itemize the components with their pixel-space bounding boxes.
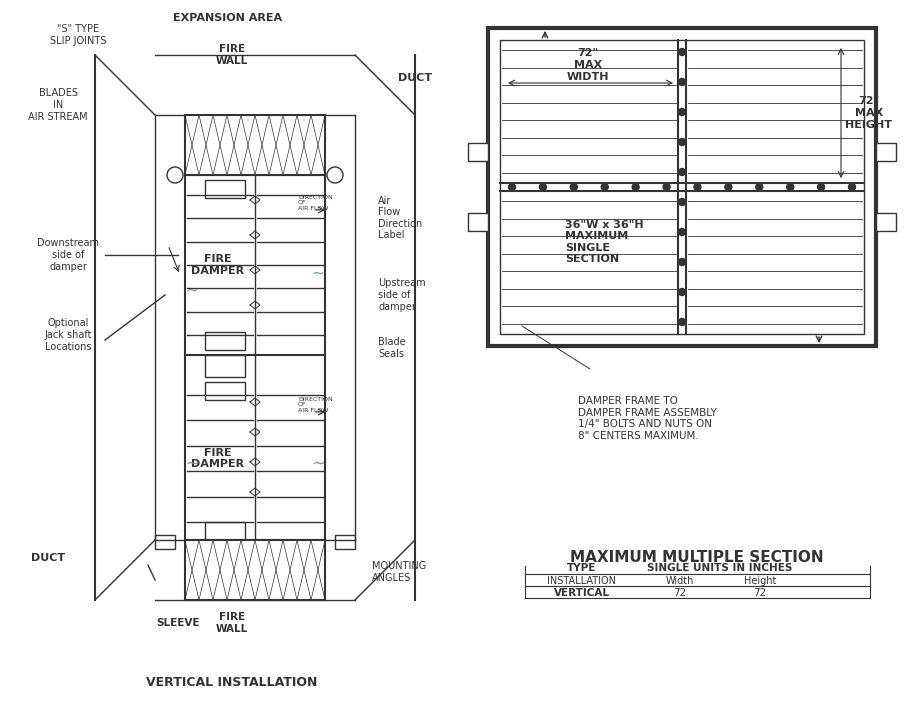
Bar <box>205 332 245 350</box>
Bar <box>205 522 245 540</box>
Circle shape <box>756 183 762 190</box>
Text: Blade
Seals: Blade Seals <box>378 337 405 359</box>
Bar <box>205 382 245 400</box>
Circle shape <box>848 183 855 190</box>
Circle shape <box>509 183 516 190</box>
Circle shape <box>787 183 793 190</box>
Bar <box>468 143 488 161</box>
Text: FIRE
WALL: FIRE WALL <box>215 44 248 66</box>
Text: MOUNTING
ANGLES: MOUNTING ANGLES <box>372 561 426 583</box>
Text: "S" TYPE
SLIP JOINTS: "S" TYPE SLIP JOINTS <box>50 24 106 46</box>
Circle shape <box>663 183 670 190</box>
Circle shape <box>602 183 608 190</box>
Bar <box>155 535 175 549</box>
Circle shape <box>678 198 686 205</box>
Text: VERTICAL INSTALLATION: VERTICAL INSTALLATION <box>146 677 318 689</box>
Circle shape <box>678 289 686 295</box>
Text: DIRECTION
OF
AIR FLOW: DIRECTION OF AIR FLOW <box>298 396 332 414</box>
Bar <box>468 213 488 231</box>
Circle shape <box>571 183 577 190</box>
Text: TYPE: TYPE <box>567 563 597 573</box>
Bar <box>488 28 876 346</box>
Circle shape <box>678 78 686 86</box>
Circle shape <box>678 138 686 145</box>
Circle shape <box>678 108 686 116</box>
Bar <box>876 143 896 161</box>
Bar <box>335 535 355 549</box>
Text: FIRE
DAMPER: FIRE DAMPER <box>192 255 245 276</box>
Circle shape <box>678 228 686 235</box>
Text: Air
Flow
Direction
Label: Air Flow Direction Label <box>378 195 422 240</box>
Text: SLEEVE: SLEEVE <box>156 618 200 628</box>
Text: Downstream
side of
damper: Downstream side of damper <box>37 238 99 272</box>
Circle shape <box>678 48 686 56</box>
Text: FIRE
WALL: FIRE WALL <box>215 612 248 634</box>
Text: DIRECTION
OF
AIR FLOW: DIRECTION OF AIR FLOW <box>298 195 332 211</box>
Text: ~: ~ <box>185 454 199 473</box>
Text: DUCT: DUCT <box>398 73 432 83</box>
Circle shape <box>725 183 732 190</box>
Text: 36"W x 36"H
MAXIMUM
SINGLE
SECTION: 36"W x 36"H MAXIMUM SINGLE SECTION <box>565 220 644 265</box>
Text: ~: ~ <box>311 265 324 280</box>
Text: 72: 72 <box>753 588 767 598</box>
Circle shape <box>678 259 686 265</box>
Circle shape <box>632 183 639 190</box>
Circle shape <box>694 183 701 190</box>
Text: DAMPER FRAME TO
DAMPER FRAME ASSEMBLY
1/4" BOLTS AND NUTS ON
8" CENTERS MAXIMUM.: DAMPER FRAME TO DAMPER FRAME ASSEMBLY 1/… <box>578 396 717 441</box>
Text: SINGLE UNITS IN INCHES: SINGLE UNITS IN INCHES <box>647 563 792 573</box>
Circle shape <box>678 168 686 175</box>
Text: ~: ~ <box>311 454 325 473</box>
Bar <box>185 115 325 175</box>
Text: ~: ~ <box>185 282 198 297</box>
Text: Width: Width <box>666 576 694 586</box>
Text: 72"
MAX
HEIGHT: 72" MAX HEIGHT <box>845 96 893 130</box>
Bar <box>185 175 325 540</box>
Text: Upstream
side of
damper: Upstream side of damper <box>378 278 425 312</box>
Text: VERTICAL: VERTICAL <box>554 588 610 598</box>
Text: INSTALLATION: INSTALLATION <box>548 576 616 586</box>
Text: BLADES
IN
AIR STREAM: BLADES IN AIR STREAM <box>28 88 88 122</box>
Text: Optional
Jack shaft
Locations: Optional Jack shaft Locations <box>44 319 91 352</box>
Text: 72: 72 <box>674 588 687 598</box>
Bar <box>205 355 245 377</box>
Circle shape <box>540 183 546 190</box>
Bar <box>500 40 864 334</box>
Circle shape <box>817 183 824 190</box>
Text: 72"
MAX
WIDTH: 72" MAX WIDTH <box>567 48 609 81</box>
Text: EXPANSION AREA: EXPANSION AREA <box>173 13 282 23</box>
Text: DUCT: DUCT <box>31 553 65 563</box>
Bar <box>876 213 896 231</box>
Text: MAXIMUM MULTIPLE SECTION: MAXIMUM MULTIPLE SECTION <box>571 550 824 565</box>
Circle shape <box>678 319 686 326</box>
Bar <box>185 540 325 600</box>
Text: FIRE
DAMPER: FIRE DAMPER <box>192 448 245 469</box>
Bar <box>205 180 245 198</box>
Text: Height: Height <box>744 576 776 586</box>
